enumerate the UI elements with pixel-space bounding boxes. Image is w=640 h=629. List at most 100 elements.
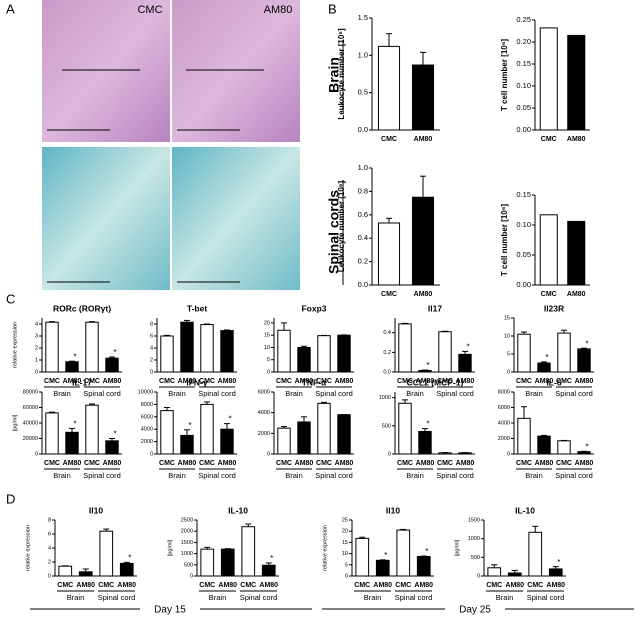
bar: [220, 428, 234, 455]
x-tick-label: AM80: [546, 582, 565, 589]
panel-label: D: [6, 491, 15, 506]
group-label: Spinal cord: [315, 389, 353, 398]
y-tick-label: 20: [342, 529, 348, 535]
chart-title: IL-17: [72, 377, 92, 387]
x-tick-label: CMC: [354, 582, 370, 589]
bar: [160, 410, 174, 455]
bar: [45, 321, 59, 373]
y-axis-label: [pg/ml]: [12, 414, 18, 431]
x-tick-label: AM80: [456, 460, 475, 467]
y-axis-label: [pg/ml]: [167, 539, 173, 556]
x-tick-label: AM80: [567, 291, 586, 298]
bar: [577, 451, 591, 455]
bar: [119, 562, 134, 577]
y-tick-label: 1.0: [358, 50, 368, 59]
y-tick-label: 1500: [181, 540, 193, 546]
group-label: Brain: [285, 389, 303, 398]
x-tick-label: CMC: [516, 378, 532, 385]
y-tick-label: 0: [35, 369, 38, 375]
y-tick-label: 2500: [181, 517, 193, 523]
significance-mark: *: [384, 551, 387, 560]
bar: [517, 417, 531, 455]
y-axis-label: relative expression: [322, 525, 328, 571]
bar: [99, 530, 114, 577]
y-axis-label: relative expression: [25, 525, 31, 571]
x-tick-label: CMC: [381, 136, 397, 143]
bar: [297, 421, 311, 455]
lfb-image-am80: [172, 147, 300, 290]
y-tick-label: 0: [267, 451, 270, 457]
chart-title: IL-10: [515, 505, 535, 515]
bar: [377, 222, 401, 286]
y-tick-label: 0: [477, 573, 480, 579]
bar: [317, 402, 331, 455]
x-tick-label: CMC: [159, 378, 175, 385]
bar: [200, 324, 214, 373]
bar: [539, 214, 558, 286]
x-tick-label: CMC: [541, 291, 557, 298]
y-tick-label: 0.10: [516, 220, 531, 229]
group-label: Brain: [67, 593, 85, 602]
y-tick-label: 6: [48, 531, 51, 537]
group-label: Spinal cord: [315, 471, 353, 480]
group-label: Brain: [525, 389, 543, 398]
x-tick-label: AM80: [103, 460, 122, 467]
bar: [180, 321, 194, 373]
y-tick-label: 10: [504, 333, 510, 339]
x-tick-label: AM80: [259, 582, 278, 589]
bar: [65, 431, 79, 455]
x-tick-label: AM80: [373, 582, 392, 589]
y-tick-label: 2: [35, 345, 38, 351]
chart-title: TNF-α: [302, 377, 327, 387]
chart-title: IL-10: [228, 505, 248, 515]
y-axis-label: [pg/ml]: [454, 539, 460, 556]
significance-mark: *: [466, 342, 469, 351]
group-label: Brain: [496, 593, 514, 602]
y-tick-label: 2: [150, 357, 153, 363]
y-tick-label: 8000: [498, 389, 510, 395]
y-tick-label: 0.8: [358, 186, 368, 195]
x-tick-label: AM80: [456, 378, 475, 385]
chart-title: Il23R: [544, 303, 564, 313]
y-tick-label: 0.4: [383, 330, 391, 336]
bar: [507, 572, 522, 577]
x-tick-label: CMC: [437, 378, 453, 385]
group-label: Brain: [53, 389, 71, 398]
y-tick-label: 1.5: [358, 13, 368, 22]
y-tick-label: 6000: [141, 414, 153, 420]
bar: [577, 348, 591, 373]
x-tick-label: CMC: [57, 582, 73, 589]
y-tick-label: 0: [507, 451, 510, 457]
x-tick-label: CMC: [516, 460, 532, 467]
x-tick-label: CMC: [159, 460, 175, 467]
y-tick-label: 2: [48, 559, 51, 565]
y-tick-label: 10: [342, 551, 348, 557]
y-tick-label: 0.2: [358, 257, 368, 266]
bar: [396, 529, 411, 577]
bar: [200, 403, 214, 455]
bar: [517, 333, 531, 373]
x-tick-label: AM80: [295, 460, 314, 467]
x-tick-label: AM80: [63, 460, 82, 467]
y-tick-label: 0: [388, 451, 391, 457]
y-tick-label: 6000: [258, 389, 270, 395]
y-tick-label: 2000: [498, 436, 510, 442]
y-tick-label: 25: [342, 517, 348, 523]
bar: [277, 329, 291, 373]
x-tick-label: CMC: [316, 460, 332, 467]
x-tick-label: AM80: [416, 378, 435, 385]
group-label: Brain: [285, 471, 303, 480]
y-tick-label: 6: [150, 333, 153, 339]
chart-title: CCL2 (MCP-1): [407, 377, 464, 387]
x-tick-label: AM80: [117, 582, 136, 589]
x-tick-label: AM80: [178, 460, 197, 467]
y-tick-label: 4000: [258, 410, 270, 416]
y-tick-label: 2000: [141, 439, 153, 445]
group-label: Spinal cord: [240, 593, 278, 602]
bar: [105, 357, 119, 373]
group-label: Brain: [364, 593, 382, 602]
bar: [200, 548, 215, 577]
x-tick-label: CMC: [199, 460, 215, 467]
chart-title: Il17: [428, 303, 442, 313]
y-tick-label: 3: [35, 333, 38, 339]
